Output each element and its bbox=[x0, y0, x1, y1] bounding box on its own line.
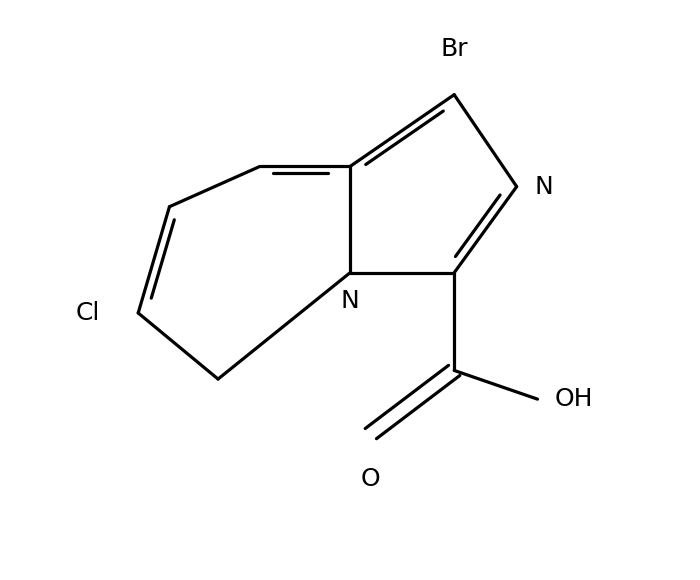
Text: O: O bbox=[361, 467, 381, 491]
Text: Cl: Cl bbox=[76, 301, 100, 325]
Text: N: N bbox=[534, 175, 553, 198]
Text: Br: Br bbox=[440, 37, 468, 61]
Text: N: N bbox=[341, 289, 359, 313]
Text: OH: OH bbox=[555, 387, 594, 411]
